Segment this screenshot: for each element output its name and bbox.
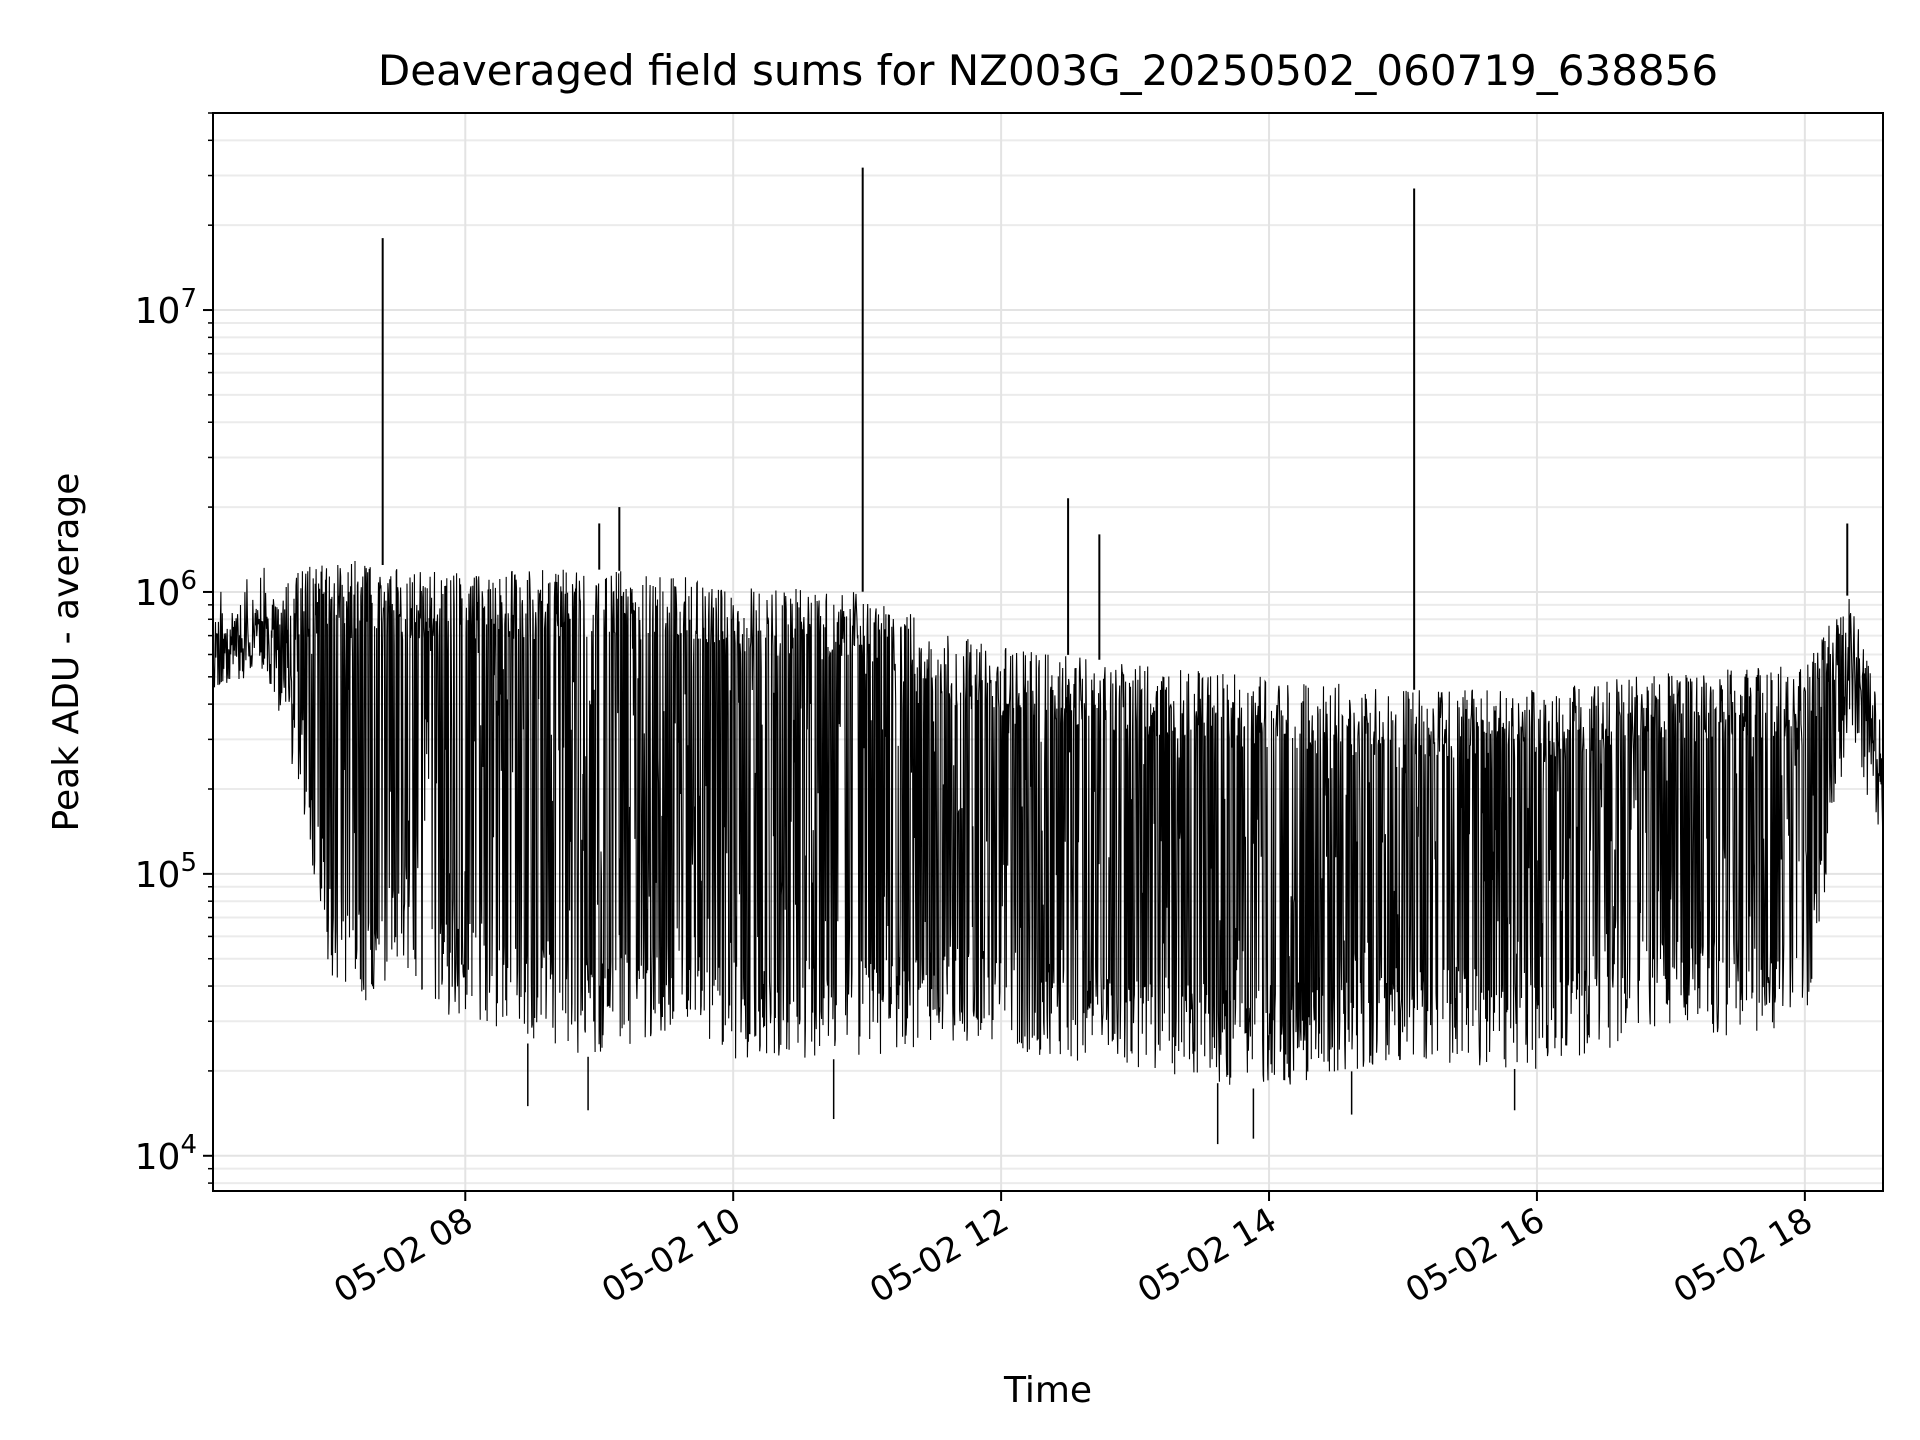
series-line <box>212 560 1884 1085</box>
plot-frame <box>212 112 1884 1192</box>
x-axis-label: Time <box>1003 1370 1092 1411</box>
y-tick-label: 107 <box>135 284 197 332</box>
data-series <box>212 167 1884 1145</box>
y-tick-label: 104 <box>135 1130 197 1178</box>
y-tick-label: 105 <box>135 848 197 896</box>
y-tick-label: 106 <box>135 566 197 614</box>
y-axis-label: Peak ADU - average <box>46 473 87 832</box>
chart-title: Deaveraged field sums for NZ003G_2025050… <box>378 46 1718 95</box>
